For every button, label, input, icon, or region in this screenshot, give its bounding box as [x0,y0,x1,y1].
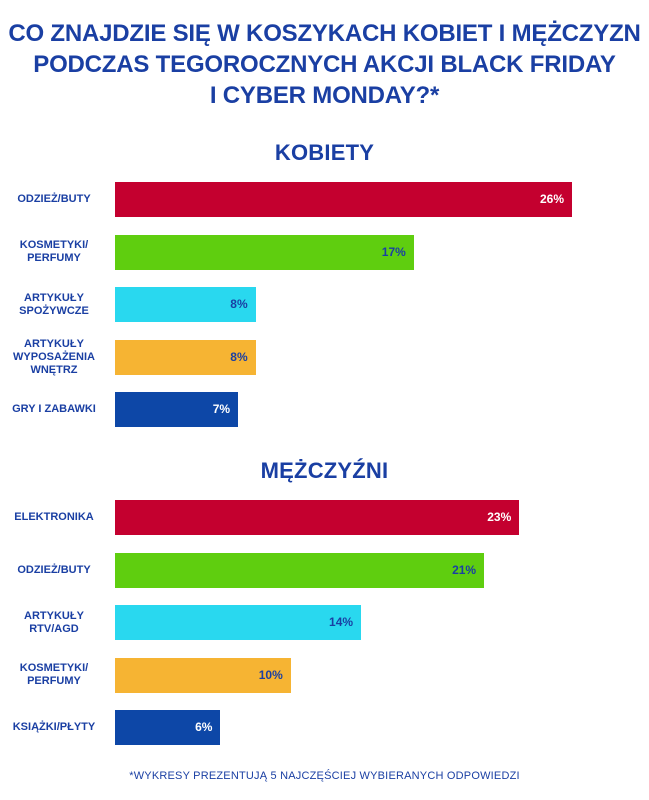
bar-value-label: 8% [230,349,248,364]
category-label: GRY I ZABAWKI [12,403,96,415]
chart-title-kobiety: KOBIETY [274,140,375,165]
title-line-2: PODCZAS TEGOROCZNYCH AKCJI BLACK FRIDAY [33,51,616,78]
category-label: KSIĄŻKI/PŁYTY [12,721,96,733]
category-label: ARTYKUŁY SPOŻYWCZE [19,291,89,317]
category-label: ARTYKUŁY RTV/AGD [24,609,84,635]
category-label: KOSMETYKI/ PERFUMY [19,662,89,687]
bar [115,552,485,588]
bar-value-label: 21% [452,562,477,577]
bar-value-label: 23% [487,510,512,524]
bar [115,392,239,427]
page-title: CO ZNAJDZIE SIĘ W KOSZYKACH KOBIET I MĘŻ… [0,18,649,111]
title-line-3: I CYBER MONDAY?* [209,82,440,109]
bar-value-label: 6% [195,720,213,734]
bar-value-label: 8% [230,297,248,311]
category-label: ODZIEŻ/BUTY [17,193,91,205]
category-label: ARTYKUŁY WYPOSAŻENIA WNĘTRZ [13,337,95,376]
bar-value-label: 7% [212,402,231,416]
bar-value-label: 17% [381,244,406,259]
category-label: KOSMETYKI/ PERFUMY [19,239,89,264]
chart-title-mezczyzni: MĘŻCZYŹNI [260,458,389,483]
bar [115,182,572,217]
bar [115,500,520,535]
bar [115,710,221,745]
bar-value-label: 26% [539,192,564,206]
category-label: ODZIEŻ/BUTY [17,563,91,576]
bar-value-label: 10% [258,667,283,682]
bar-value-label: 14% [329,615,354,629]
bar [115,287,256,322]
bar [115,657,291,693]
category-label: ELEKTRONIKA [14,511,94,523]
bar [115,605,362,640]
bar [115,234,414,270]
bar [115,339,256,375]
title-line-1: CO ZNAJDZIE SIĘ W KOSZYKACH KOBIET I MĘŻ… [8,20,641,47]
footnote: *WYKRESY PREZENTUJĄ 5 NAJCZĘŚCIEJ WYBIER… [129,770,520,782]
